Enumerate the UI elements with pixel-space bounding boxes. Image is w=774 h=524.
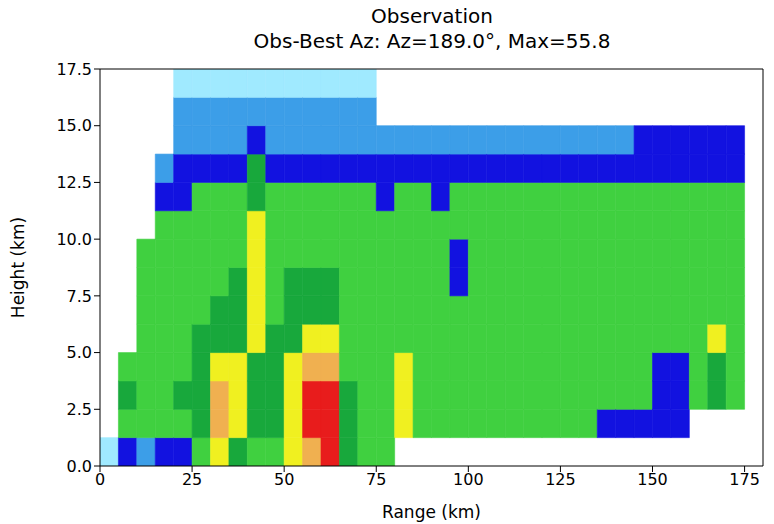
svg-text:25: 25 bbox=[182, 470, 202, 489]
svg-text:150: 150 bbox=[637, 470, 668, 489]
svg-text:Height (km): Height (km) bbox=[8, 217, 28, 318]
svg-text:100: 100 bbox=[453, 470, 484, 489]
svg-text:50: 50 bbox=[274, 470, 294, 489]
html-text:Obs-Best Az: Az=189.0°, Max=55: Obs-Best Az: Az=189.0°, Max=55.8 bbox=[253, 29, 611, 53]
svg-text:7.5: 7.5 bbox=[67, 287, 92, 306]
svg-text:125: 125 bbox=[545, 470, 576, 489]
svg-text:15.0: 15.0 bbox=[56, 116, 92, 135]
svg-text:2.5: 2.5 bbox=[67, 400, 92, 419]
svg-text:12.5: 12.5 bbox=[56, 173, 92, 192]
svg-text:175: 175 bbox=[729, 470, 760, 489]
svg-text:0.0: 0.0 bbox=[67, 457, 92, 476]
html-text:Observation: Observation bbox=[371, 4, 493, 28]
svg-text:0: 0 bbox=[95, 470, 105, 489]
svg-text:10.0: 10.0 bbox=[56, 230, 92, 249]
svg-text:Range (km): Range (km) bbox=[382, 502, 481, 522]
svg-text:5.0: 5.0 bbox=[67, 343, 92, 362]
svg-text:17.5: 17.5 bbox=[56, 60, 92, 79]
svg-text:75: 75 bbox=[366, 470, 386, 489]
